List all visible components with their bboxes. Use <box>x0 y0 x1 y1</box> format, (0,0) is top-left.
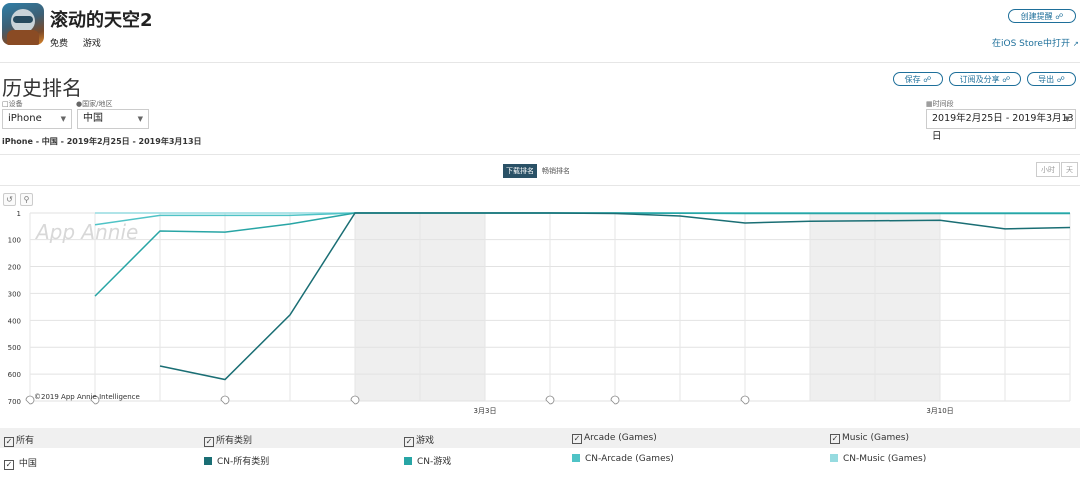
app-icon <box>2 3 44 45</box>
summary-heading: iPhone - 中国 - 2019年2月25日 - 2019年3月13日 <box>2 137 202 146</box>
chevron-down-icon: ▼ <box>137 115 143 123</box>
legend-series-games[interactable]: CN-游戏 <box>404 454 451 467</box>
period-value: 2019年2月25日 - 2019年3月13日 <box>932 113 1074 142</box>
export-label: 导出 <box>1038 75 1055 84</box>
legend-swatch <box>204 457 212 465</box>
granularity-day-button[interactable]: 天 <box>1061 162 1078 177</box>
legend-series-arcade[interactable]: CN-Arcade (Games) <box>572 454 674 464</box>
legend-series-music[interactable]: CN-Music (Games) <box>830 454 926 464</box>
chevron-down-icon: ▼ <box>60 115 66 123</box>
undo-icon[interactable]: ↺ <box>3 193 16 206</box>
y-tick-label: 700 <box>8 398 21 406</box>
country-select[interactable]: 中国 ▼ <box>77 109 149 129</box>
y-tick-label: 1 <box>17 210 21 218</box>
period-filter-label: ▦时间段 <box>926 100 954 108</box>
tab-download-rank[interactable]: 下载排名 <box>503 164 537 178</box>
event-marker-icon <box>545 395 555 405</box>
checkbox-icon: ✓ <box>830 434 840 444</box>
lock-icon: ☍ <box>1055 12 1064 21</box>
open-ios-store-link[interactable]: 在iOS Store中打开 ↗ <box>992 36 1079 49</box>
app-price: 免费 <box>50 39 69 49</box>
y-tick-label: 400 <box>8 317 21 325</box>
legend-series-all[interactable]: CN-所有类别 <box>204 454 269 467</box>
subscribe-share-label: 订阅及分享 <box>959 75 1000 84</box>
legend-swatch <box>572 454 580 462</box>
zoom-icon[interactable]: ⚲ <box>20 193 33 206</box>
app-title: 滚动的天空2 <box>50 10 153 31</box>
event-marker-icon <box>610 395 620 405</box>
checkbox-icon: ✓ <box>204 437 214 447</box>
legend-category-row: ✓ 所有 ✓ 所有类别 ✓ 游戏 ✓ Arcade (Games) ✓ Music (Ga… <box>0 428 1080 448</box>
event-marker-icon <box>740 395 750 405</box>
y-tick-label: 200 <box>8 264 21 272</box>
watermark: App Annie <box>34 220 138 244</box>
legend-all-toggle[interactable]: ✓ 所有 <box>4 436 35 447</box>
chevron-down-icon: ▼ <box>1064 115 1070 123</box>
summary-divider <box>0 154 1080 155</box>
tab-revenue-rank[interactable]: 畅销排名 <box>542 167 570 175</box>
device-select[interactable]: iPhone ▼ <box>2 109 72 129</box>
lock-icon: ☍ <box>923 75 932 84</box>
x-tick-label: 3月3日 <box>474 407 497 415</box>
series-line <box>159 212 1071 381</box>
globe-icon: ● <box>76 100 83 108</box>
checkbox-icon: ✓ <box>4 460 14 470</box>
legend-series-row: ✓ 中国 CN-所有类别 CN-游戏 CN-Arcade (Games) CN-… <box>0 450 1080 470</box>
device-filter-label: □设备 <box>2 100 23 108</box>
copyright: ©2019 App Annie Intelligence <box>34 393 140 401</box>
app-meta: 免费 游戏 <box>50 36 113 49</box>
event-marker-icon <box>350 395 360 405</box>
tabs-divider <box>0 185 1080 186</box>
export-button[interactable]: 导出 ☍ <box>1027 72 1076 86</box>
checkbox-icon: ✓ <box>4 437 14 447</box>
lock-icon: ☍ <box>1002 75 1011 84</box>
period-select[interactable]: 2019年2月25日 - 2019年3月13日 ▼ <box>926 109 1076 142</box>
create-alert-label: 创建提醒 <box>1020 12 1053 21</box>
legend-swatch <box>404 457 412 465</box>
granularity-hour-button[interactable]: 小时 <box>1036 162 1060 177</box>
subscribe-share-button[interactable]: 订阅及分享 ☍ <box>949 72 1021 86</box>
legend-music-toggle[interactable]: ✓ Music (Games) <box>830 433 909 444</box>
legend-games-toggle[interactable]: ✓ 游戏 <box>404 436 435 447</box>
legend-all-categories-toggle[interactable]: ✓ 所有类别 <box>204 436 253 447</box>
legend-swatch <box>830 454 838 462</box>
save-button[interactable]: 保存 ☍ <box>893 72 943 86</box>
country-filter-label: ●国家/地区 <box>76 100 113 108</box>
y-tick-label: 100 <box>8 237 21 245</box>
app-category[interactable]: 游戏 <box>82 39 101 49</box>
section-title: 历史排名 <box>2 76 82 100</box>
create-alert-button[interactable]: 创建提醒 ☍ <box>1008 9 1076 23</box>
save-label: 保存 <box>904 75 921 84</box>
legend-arcade-toggle[interactable]: ✓ Arcade (Games) <box>572 433 657 444</box>
lock-icon: ☍ <box>1056 75 1065 84</box>
checkbox-icon: ✓ <box>404 437 414 447</box>
event-marker-icon <box>220 395 230 405</box>
y-tick-label: 600 <box>8 371 21 379</box>
open-store-label: 在iOS Store中打开 <box>992 39 1070 49</box>
event-marker-icon <box>90 395 100 405</box>
country-value: 中国 <box>83 113 103 124</box>
device-icon: □ <box>2 100 9 108</box>
external-link-icon: ↗ <box>1072 40 1079 48</box>
x-tick-label: 3月10日 <box>926 407 953 415</box>
y-tick-label: 300 <box>8 290 21 298</box>
calendar-icon: ▦ <box>926 100 933 108</box>
header-divider <box>0 62 1080 63</box>
legend-china-toggle[interactable]: ✓ 中国 <box>4 459 37 470</box>
device-value: iPhone <box>8 113 42 124</box>
y-tick-label: 500 <box>8 344 21 352</box>
checkbox-icon: ✓ <box>572 434 582 444</box>
event-marker-icon <box>25 395 35 405</box>
rank-chart: App Annie 1 100 200 300 400 500 600 700 3月3日 3月1… <box>8 210 1071 415</box>
